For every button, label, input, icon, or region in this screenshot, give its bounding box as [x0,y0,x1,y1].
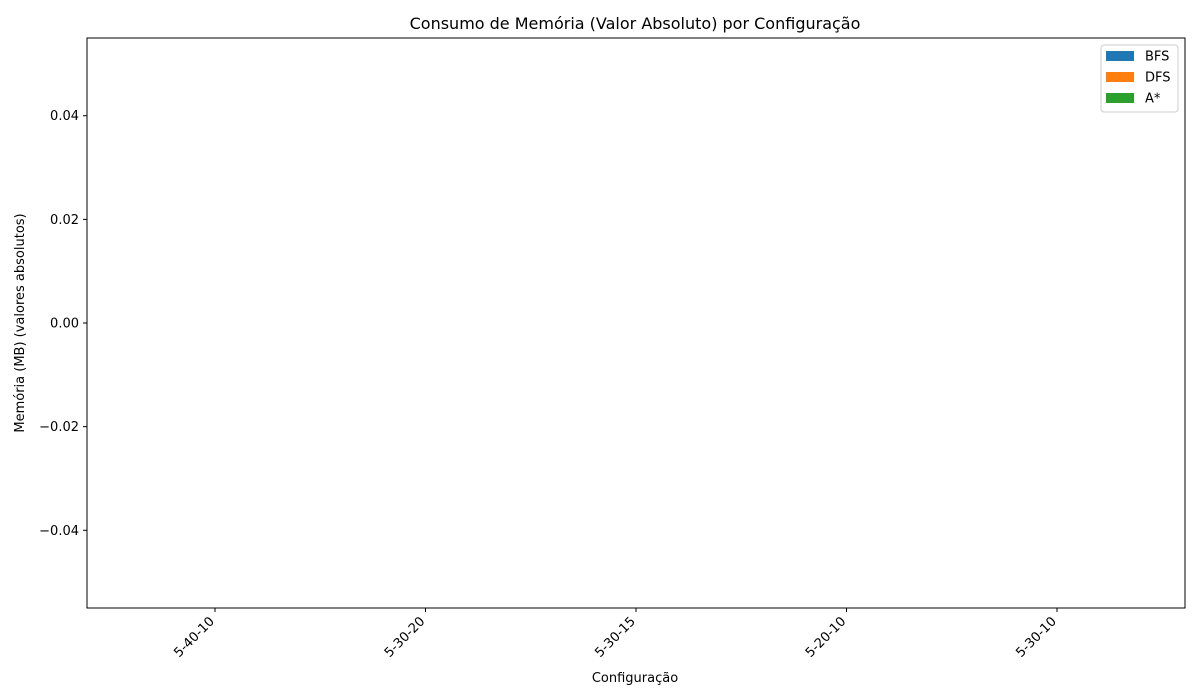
legend-label: A* [1145,92,1161,107]
legend-items: BFS DFS A* [1106,50,1171,107]
legend: BFS DFS A* [1100,44,1179,113]
y-tick-label: −0.04 [39,524,79,539]
chart-title: Consumo de Memória (Valor Absoluto) por … [410,14,861,33]
y-tick-label: −0.02 [39,420,79,435]
legend-swatch [1106,51,1134,61]
legend-label: DFS [1145,71,1171,86]
legend-swatch [1106,72,1134,82]
legend-label: BFS [1145,50,1169,65]
y-axis-label: Memória (MB) (valores absolutos) [13,213,28,432]
x-axis-label: Configuração [592,671,678,686]
y-axis: −0.04 −0.02 0.00 0.02 0.04 [39,109,87,539]
y-tick-label: 0.02 [50,213,79,228]
y-tick-label: 0.04 [50,109,79,124]
legend-swatch [1106,93,1134,103]
y-tick-label: 0.00 [50,317,79,332]
